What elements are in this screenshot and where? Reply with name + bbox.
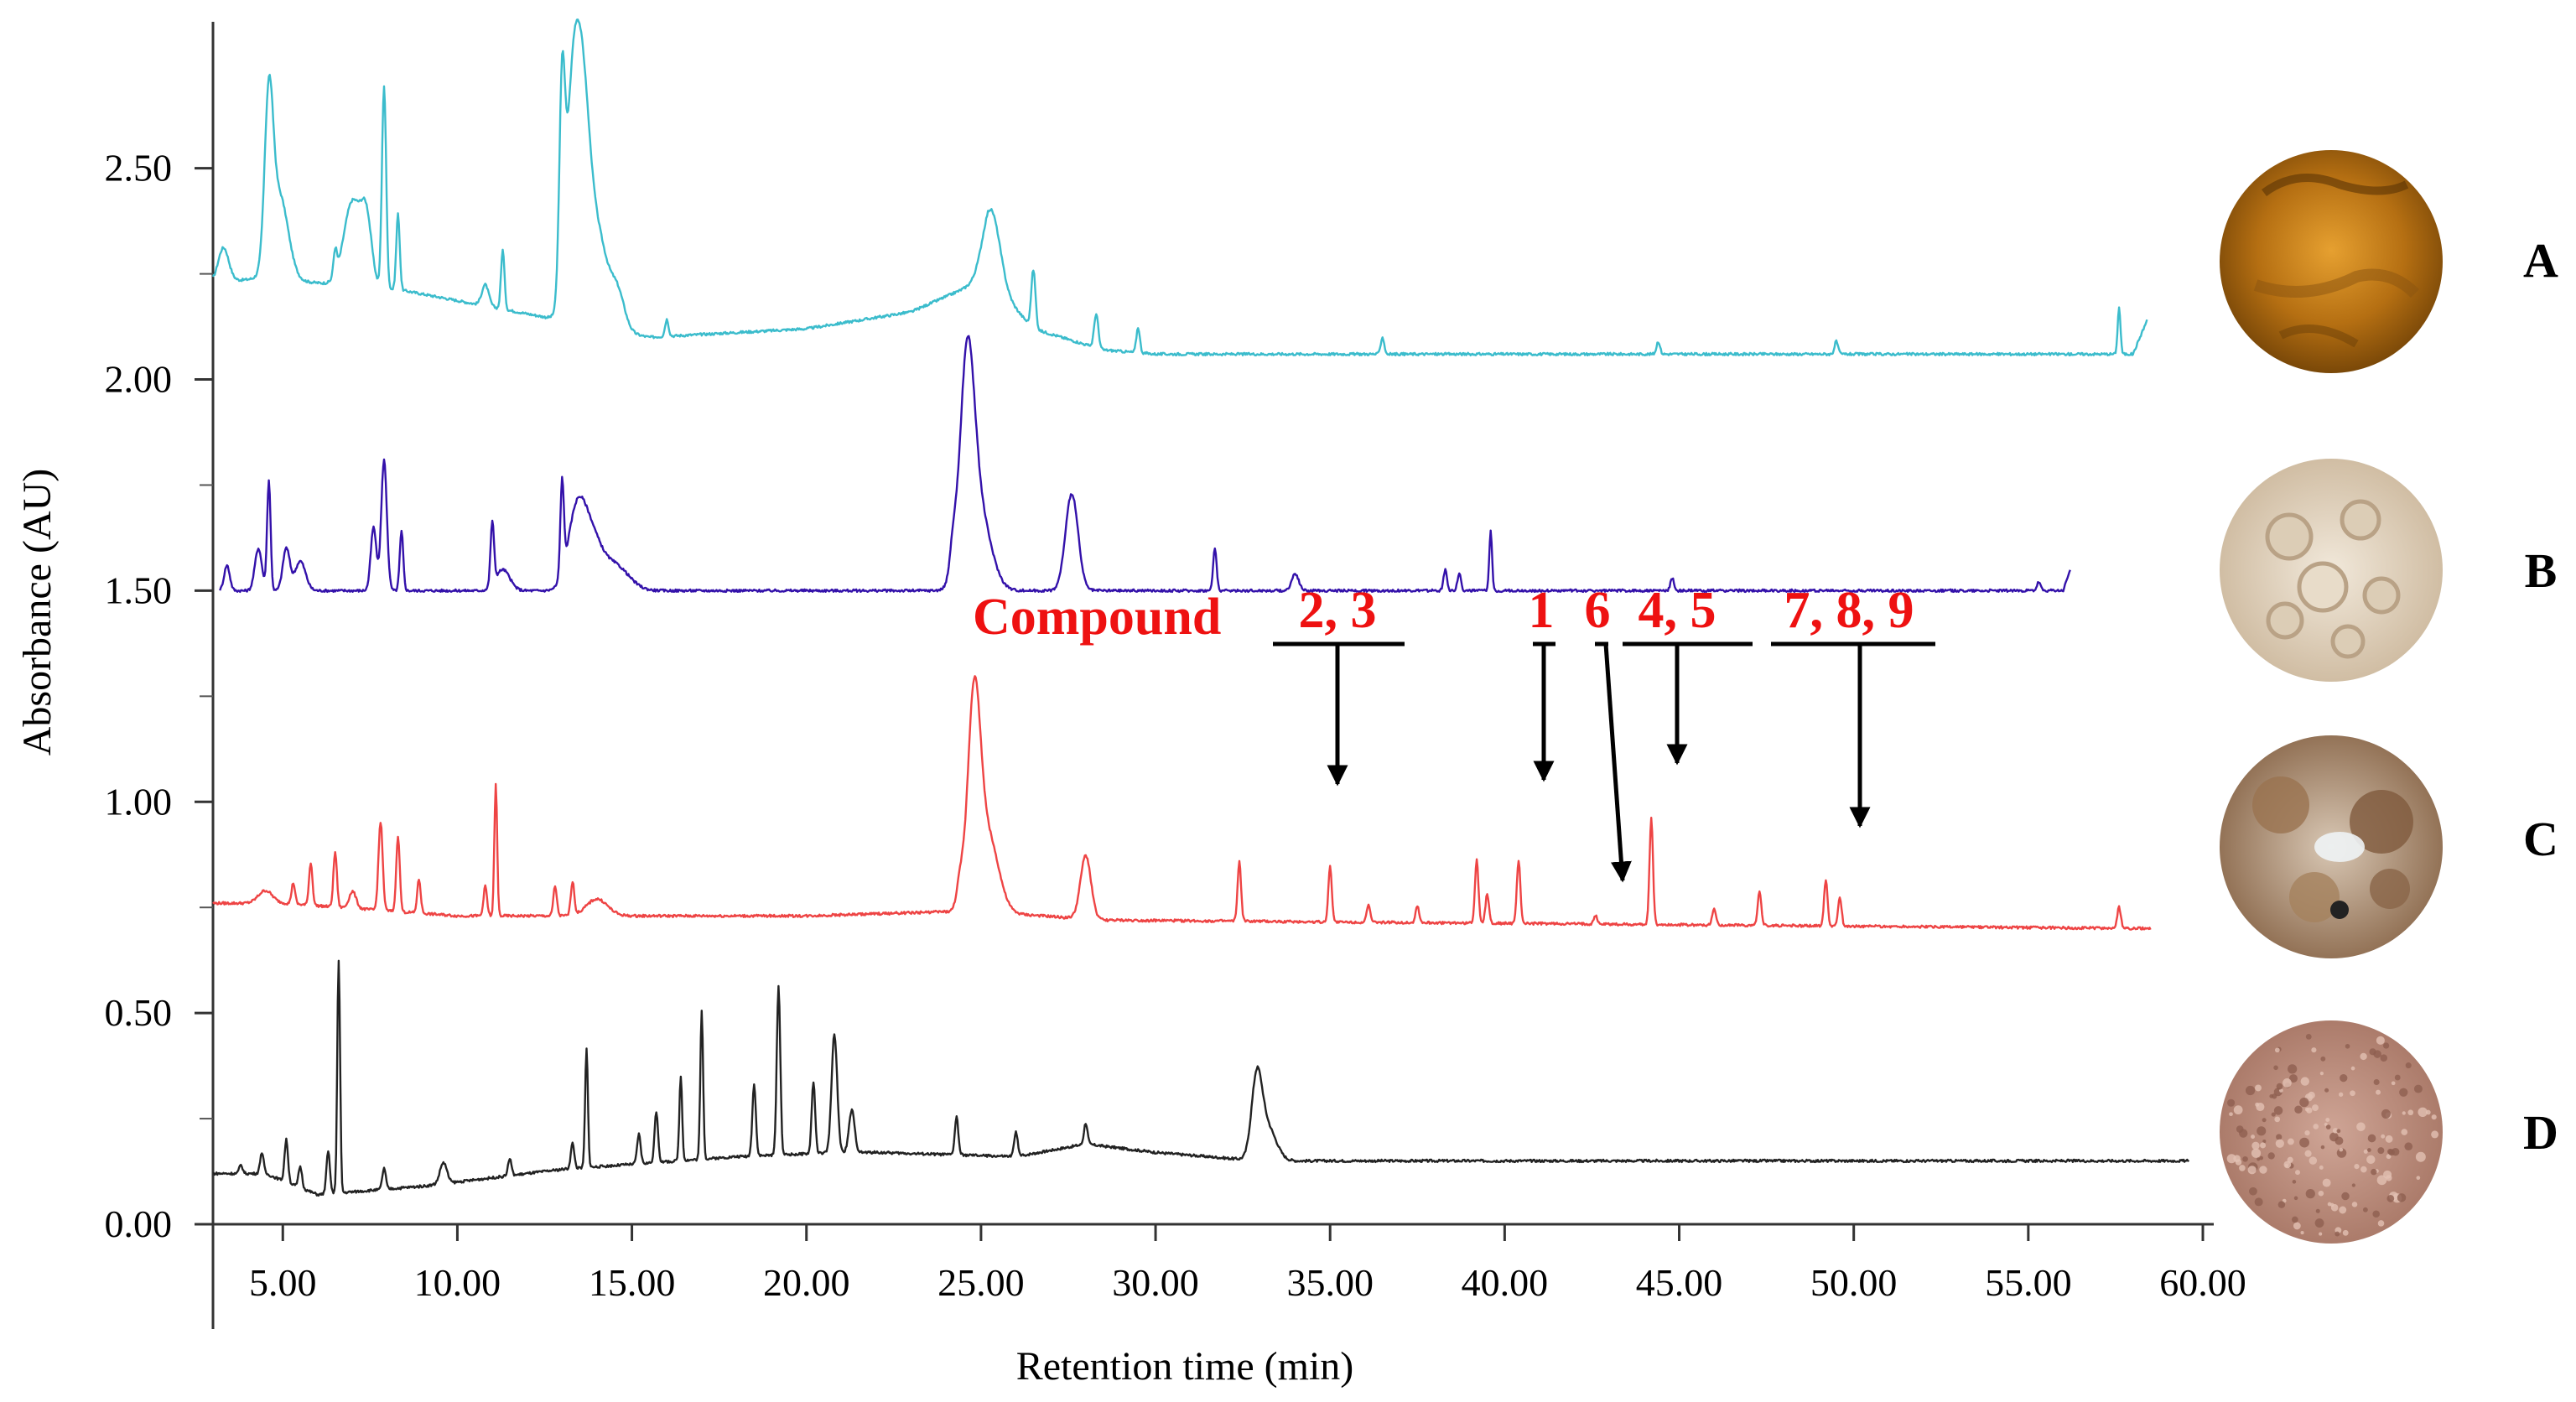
x-tick-label: 30.00 — [1112, 1261, 1199, 1304]
trace-b — [219, 335, 2071, 594]
compound-group: 4, 5 — [1623, 582, 1753, 766]
y-axis-title: Absorbance (AU) — [15, 469, 60, 756]
x-tick-label: 25.00 — [937, 1261, 1025, 1304]
trace-c — [212, 675, 2152, 931]
chromatogram-traces — [211, 18, 2190, 1197]
x-axis-ticks: 5.00 10.00 15.00 20.00 25.00 30.00 35.00 40.00 4… — [249, 1224, 2246, 1304]
panel-label-b: B — [2525, 543, 2558, 598]
compound-annotations: Compound 2, 3 1 6 4, 5 7, 8, 9 — [973, 582, 1935, 883]
compound-label: Compound — [973, 589, 1221, 646]
sample-photo-d — [2220, 1020, 2443, 1244]
compound-group: 6 — [1585, 582, 1632, 883]
compound-group: 7, 8, 9 — [1771, 582, 1935, 828]
y-tick-label: 0.50 — [105, 991, 173, 1034]
y-tick-label: 1.00 — [105, 780, 173, 823]
sample-photo-b — [2220, 459, 2443, 682]
y-tick-label: 2.50 — [105, 147, 173, 190]
sample-photo-c — [2220, 735, 2443, 958]
x-tick-label: 15.00 — [589, 1261, 676, 1304]
panel-label-c: C — [2523, 812, 2558, 866]
x-tick-label: 20.00 — [763, 1261, 850, 1304]
x-tick-label: 45.00 — [1636, 1261, 1723, 1304]
x-tick-label: 60.00 — [2159, 1261, 2246, 1304]
x-tick-label: 5.00 — [249, 1261, 317, 1304]
x-tick-label: 50.00 — [1810, 1261, 1898, 1304]
compound-arrow — [1603, 643, 1632, 883]
compound-number: 4, 5 — [1639, 582, 1716, 639]
y-tick-label: 0.00 — [105, 1202, 173, 1245]
x-tick-label: 10.00 — [414, 1261, 501, 1304]
sample-photos — [2220, 150, 2443, 1244]
compound-number: 6 — [1585, 582, 1611, 639]
panel-label-d: D — [2523, 1105, 2558, 1160]
y-tick-label: 1.50 — [105, 569, 173, 611]
trace-a — [211, 18, 2148, 356]
compound-number: 2, 3 — [1299, 582, 1377, 639]
compound-number: 7, 8, 9 — [1784, 582, 1914, 639]
y-axis-ticks: 0.00 0.50 1.00 1.50 2.00 2.50 — [105, 147, 213, 1245]
panel-label-a: A — [2523, 233, 2558, 288]
x-tick-label: 55.00 — [1985, 1261, 2072, 1304]
compound-group: 2, 3 — [1273, 582, 1405, 787]
x-tick-label: 40.00 — [1462, 1261, 1549, 1304]
compound-number: 1 — [1529, 582, 1555, 639]
sample-photo-a — [2220, 150, 2443, 373]
x-tick-label: 35.00 — [1286, 1261, 1374, 1304]
y-tick-label: 2.00 — [105, 358, 173, 401]
x-axis-title: Retention time (min) — [1016, 1344, 1354, 1389]
trace-d — [212, 959, 2190, 1197]
compound-group: 1 — [1529, 582, 1555, 782]
